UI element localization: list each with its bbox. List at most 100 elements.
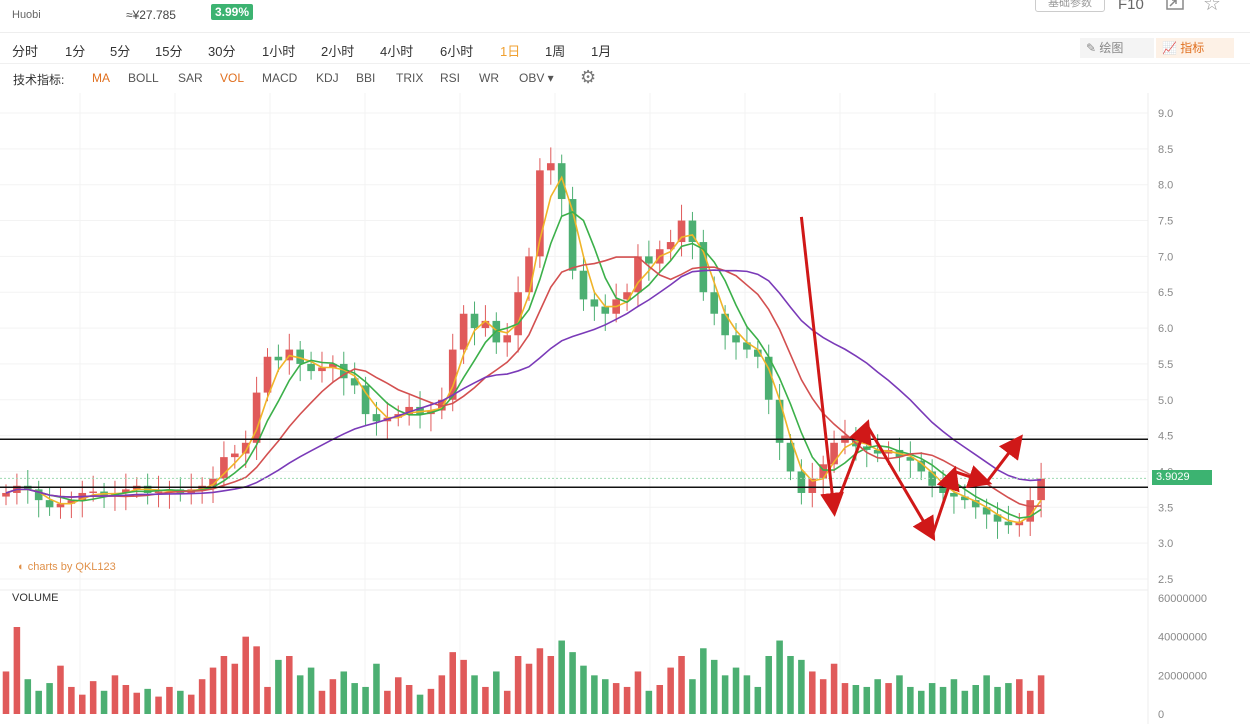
volume-bar <box>514 656 522 714</box>
params-button[interactable]: 基础参数 <box>1035 0 1105 12</box>
timeframe-4[interactable]: 30分 <box>208 44 236 59</box>
indicator-boll[interactable]: BOLL <box>128 71 159 85</box>
volume-bar <box>318 690 326 714</box>
timeframe-10[interactable]: 1周 <box>545 44 566 59</box>
candle-body <box>732 335 740 343</box>
fullscreen-icon[interactable] <box>1166 0 1184 10</box>
volume-bar <box>896 675 903 714</box>
volume-bar <box>667 667 674 714</box>
volume-bar <box>874 679 881 714</box>
current-price-tag: 3.9029 <box>1152 470 1212 485</box>
volume-bar <box>198 679 206 714</box>
timeframe-9[interactable]: 1日 <box>500 44 521 59</box>
candle-body <box>546 163 555 171</box>
price-tick-label: 3.0 <box>1158 538 1173 550</box>
candle-body <box>775 399 784 443</box>
candle-body <box>122 489 130 493</box>
f10-button[interactable]: F10 <box>1118 0 1144 13</box>
indicator-button[interactable]: 📈 指标 <box>1156 38 1234 58</box>
timeframe-5[interactable]: 1小时 <box>262 44 296 59</box>
candle-body <box>252 392 261 443</box>
candle-body <box>525 256 533 293</box>
timeframe-8[interactable]: 6小时 <box>440 44 474 59</box>
timeframe-6[interactable]: 2小时 <box>321 44 355 59</box>
indicator-bbi[interactable]: BBI <box>356 71 376 85</box>
volume-bar <box>732 667 740 714</box>
indicator-kdj[interactable]: KDJ <box>316 71 339 85</box>
indicator-wr[interactable]: WR <box>479 71 499 85</box>
volume-bar <box>177 690 184 714</box>
indicator-sar[interactable]: SAR <box>178 71 203 85</box>
timeframe-3[interactable]: 15分 <box>155 44 183 59</box>
volume-bar <box>1005 683 1012 714</box>
timeframe-2[interactable]: 5分 <box>110 44 131 59</box>
volume-bar <box>917 690 925 714</box>
volume-bar <box>209 667 217 714</box>
indicator-trix[interactable]: TRIX <box>396 71 424 85</box>
exchange-name: Huobi <box>12 9 41 21</box>
volume-bar <box>1026 690 1034 714</box>
candle-body <box>579 270 588 300</box>
candle-body <box>645 256 653 264</box>
volume-bar <box>1037 675 1045 714</box>
candle-body <box>89 491 97 493</box>
volume-bar <box>678 656 685 714</box>
indicator-vol[interactable]: VOL <box>220 71 245 85</box>
volume-bar <box>700 648 707 714</box>
volume-bar <box>482 686 489 714</box>
star-icon[interactable]: ☆ <box>1203 0 1221 15</box>
trend-arrow <box>865 424 936 542</box>
volume-bar <box>296 675 304 714</box>
candle-body <box>677 220 686 243</box>
timeframe-1[interactable]: 1分 <box>65 44 86 59</box>
change-badge: 3.99% <box>211 4 254 20</box>
volume-tick-label: 0 <box>1158 709 1164 721</box>
draw-button[interactable]: ✎ 绘图 <box>1080 38 1154 58</box>
indicator-ma[interactable]: MA <box>92 71 110 85</box>
candle-body <box>263 356 272 393</box>
gear-icon[interactable]: ⚙ <box>580 67 597 87</box>
cny-price: ≈¥27.785 <box>126 8 176 22</box>
candle-body <box>590 299 599 307</box>
price-tick-label: 7.5 <box>1158 216 1173 228</box>
volume-bar <box>863 686 871 714</box>
volume-bar <box>721 675 729 714</box>
candle-body <box>416 406 424 415</box>
volume-bar <box>754 686 762 714</box>
candle-body <box>710 292 719 314</box>
indicator-rsi[interactable]: RSI <box>440 71 461 85</box>
candle-body <box>557 163 566 200</box>
candle-body <box>1004 521 1013 526</box>
candle-body <box>634 256 642 293</box>
pencil-icon: ✎ <box>1086 41 1100 55</box>
volume-bar <box>35 690 42 714</box>
logo-icon: ◐ <box>18 561 28 573</box>
candle-body <box>241 442 250 454</box>
volume-bar <box>166 686 173 714</box>
volume-bar <box>307 667 315 714</box>
indicator-obv[interactable]: OBV ▾ <box>519 71 554 85</box>
candle-body <box>1026 500 1035 522</box>
volume-bar <box>907 686 914 714</box>
candle-body <box>307 363 315 372</box>
timeframe-7[interactable]: 4小时 <box>380 44 414 59</box>
timeframe-0[interactable]: 分时 <box>12 44 39 59</box>
volume-bar <box>133 692 141 714</box>
candle-body <box>45 500 54 508</box>
kline-chart[interactable]: 9.08.58.07.57.06.56.05.55.04.54.03.53.02… <box>0 93 1250 727</box>
volume-bar <box>983 675 990 714</box>
indicator-bar: 技术指标: ⚙ MA BOLL SAR VOL MACD KDJ BBI TRIX RSI WR O… <box>0 64 1250 92</box>
candle-body <box>209 478 217 486</box>
candle-body <box>56 503 65 508</box>
volume-bar <box>885 683 892 714</box>
volume-bar <box>503 690 511 714</box>
indicator-macd[interactable]: MACD <box>262 71 298 85</box>
volume-bar <box>928 683 936 714</box>
price-tick-label: 6.0 <box>1158 323 1173 335</box>
candle-body <box>764 356 773 400</box>
candle-body <box>623 292 631 300</box>
volume-bar <box>384 690 391 714</box>
volume-bar <box>68 686 75 714</box>
timeframe-11[interactable]: 1月 <box>591 44 612 59</box>
volume-bar <box>242 636 249 714</box>
